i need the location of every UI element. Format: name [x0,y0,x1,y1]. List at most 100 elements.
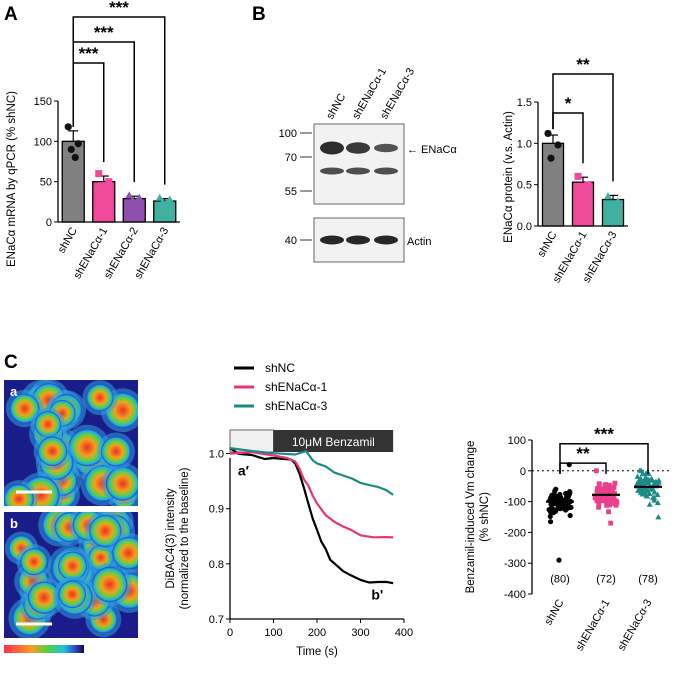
data-point [604,192,612,200]
color-scale-bar [4,645,84,653]
n-label-shENaCα-3: (78) [638,574,658,586]
heatmap-cell [34,411,62,438]
significance-bracket [72,16,166,185]
scatter-point [597,498,603,504]
scatter-point [651,489,658,495]
blot-marker-100: 100 [279,128,297,140]
data-point [67,145,75,153]
heatmap-cell [4,484,34,506]
scatter-point [654,480,661,487]
scatter-point [607,498,613,504]
x-tick-label: 0 [227,627,233,639]
scatter-point [547,519,554,525]
x-tick-label-shENaCα-3: shENaCα-3 [616,598,655,653]
blot-band-lower [346,167,370,175]
point-label-b: b' [371,587,383,603]
data-point [607,202,615,210]
y-tick-label: 0.5 [517,180,532,192]
data-point [614,197,622,205]
data-point [128,196,137,204]
scatter-point [646,501,653,507]
scatter-point [637,475,644,482]
scatter-point [557,491,563,498]
blot-band-actin [320,235,344,245]
scatter-point [557,495,563,502]
y-tick-label: 50 [40,177,52,189]
y-axis-title-line-1: (% shNC) [479,492,491,542]
data-point [125,191,134,199]
scatter-point [596,482,602,488]
data-point [95,170,103,178]
scatter-point [649,477,656,483]
scatter-point [567,512,573,519]
n-label-shENaCα-1: (72) [596,574,616,586]
data-point [71,153,79,162]
y-tick-label: -100 [504,497,526,509]
scatter-point [599,488,605,494]
y-tick-label: 0.0 [517,221,532,233]
x-tick-label: 400 [395,627,413,639]
scatter-point [639,486,646,492]
vm-change-scatter: 100 0 -100 -200 -300 -400 Benzamil-induced Vm … [465,425,672,653]
y-tick-label: 1.5 [517,97,532,109]
scatter-point [610,494,616,499]
heatmap-cell [58,580,86,609]
y-axis-title: DiBAC4(3) intensity (normalized to the ba… [165,467,191,609]
scatter-point [605,495,610,501]
blot-band-label-enac: ← ENaCα [407,144,457,156]
scatter-point [557,502,563,508]
scatter-point [593,468,599,474]
significance-label: * [565,94,572,113]
x-tick-label: 100 [264,627,282,639]
scatter-point [563,490,569,497]
panel-b-bar-chart: ENaCα protein (v.s. Actin) 0.0 0.5 1.0 1.5 s… [503,55,628,285]
scatter-point [611,485,617,490]
scatter-point [602,497,608,503]
y-tick-label: 1.0 [517,138,532,150]
y-axis-title-line-0: Benzamil-induced Vm change [465,441,477,594]
heatmap-cell [86,384,114,412]
benzamil-annotation: 10μM Benzamil [292,435,375,449]
legend-label-shENaCα-3: shENaCα-3 [265,399,328,413]
scatter-point [595,486,600,491]
significance-label: *** [594,425,614,444]
scatter-point [636,481,643,487]
data-point [554,141,562,149]
heatmap-cell [105,466,138,501]
scatter-point [640,489,647,495]
scatter-point [566,504,572,510]
scatter-point [553,486,559,492]
scatter-point [651,497,658,503]
heatmap-cells [4,380,138,506]
x-tick-label-shNC: shNC [535,229,559,259]
heatmap-cell [68,428,107,467]
data-point [105,178,113,186]
scatter-point [651,494,658,501]
scatter-point [606,482,612,488]
heatmap-cell [91,566,128,603]
scatter-point [608,520,614,526]
blot-marker-40: 40 [285,235,297,247]
x-tick-label-shNC: shNC [542,597,566,627]
image-label-a: a [10,384,18,399]
blot-lane-label-shnc: shNC [324,92,348,122]
heatmap-cell [27,581,61,614]
heatmap-cells [4,512,138,638]
scatter-point [603,482,609,487]
heatmap-cell [101,436,131,467]
point-label-a: a′ [238,463,250,479]
series-line-shENaCα-1 [229,451,394,539]
x-tick-label-shENaCα-1: shENaCα-1 [574,598,613,653]
scatter-point [609,490,615,496]
blot-band-lower [374,167,398,175]
y-axis-title-group: Benzamil-induced Vm change (% shNC) [465,441,491,594]
trace-line-chart: shNC shENaCα-1 shENaCα-3 10μM Benzamil 0.7 0.… [165,361,413,658]
benzamil-period-box [273,430,394,452]
series-line-shNC [229,447,394,585]
panel-a-ylabel: ENaCα mRNA by qPCR (% shNC) [6,91,18,267]
blot-band-actin [374,235,398,245]
data-point [162,198,171,206]
y-axis-title-line-0: DiBAC4(3) intensity [165,488,177,589]
scatter-point [635,487,642,493]
